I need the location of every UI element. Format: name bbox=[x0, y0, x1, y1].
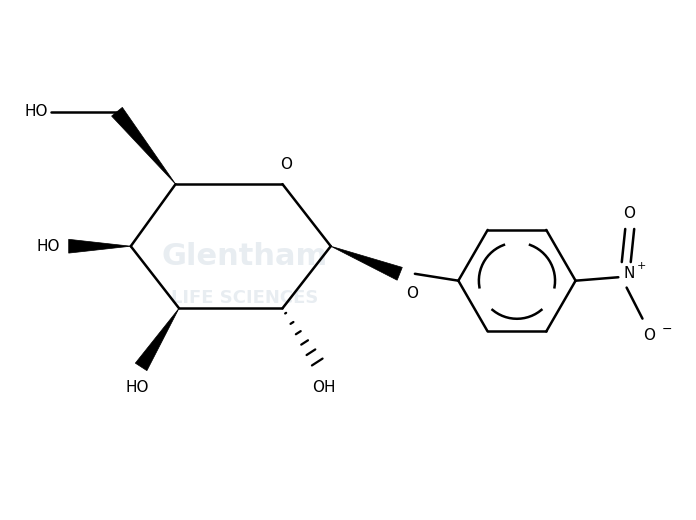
Text: Glentham: Glentham bbox=[161, 242, 328, 271]
Text: +: + bbox=[637, 261, 647, 270]
Text: O: O bbox=[643, 328, 656, 343]
Text: O: O bbox=[623, 205, 635, 220]
Polygon shape bbox=[69, 239, 131, 253]
Text: HO: HO bbox=[24, 104, 48, 119]
Text: OH: OH bbox=[312, 380, 335, 395]
Polygon shape bbox=[135, 308, 179, 371]
Text: LIFE SCIENCES: LIFE SCIENCES bbox=[171, 289, 318, 307]
Text: HO: HO bbox=[126, 380, 150, 395]
Polygon shape bbox=[331, 246, 402, 280]
Text: HO: HO bbox=[37, 239, 61, 254]
Text: O: O bbox=[280, 158, 292, 172]
Text: O: O bbox=[406, 285, 418, 301]
Text: −: − bbox=[662, 322, 672, 335]
Text: N: N bbox=[624, 266, 635, 281]
Polygon shape bbox=[111, 108, 175, 184]
